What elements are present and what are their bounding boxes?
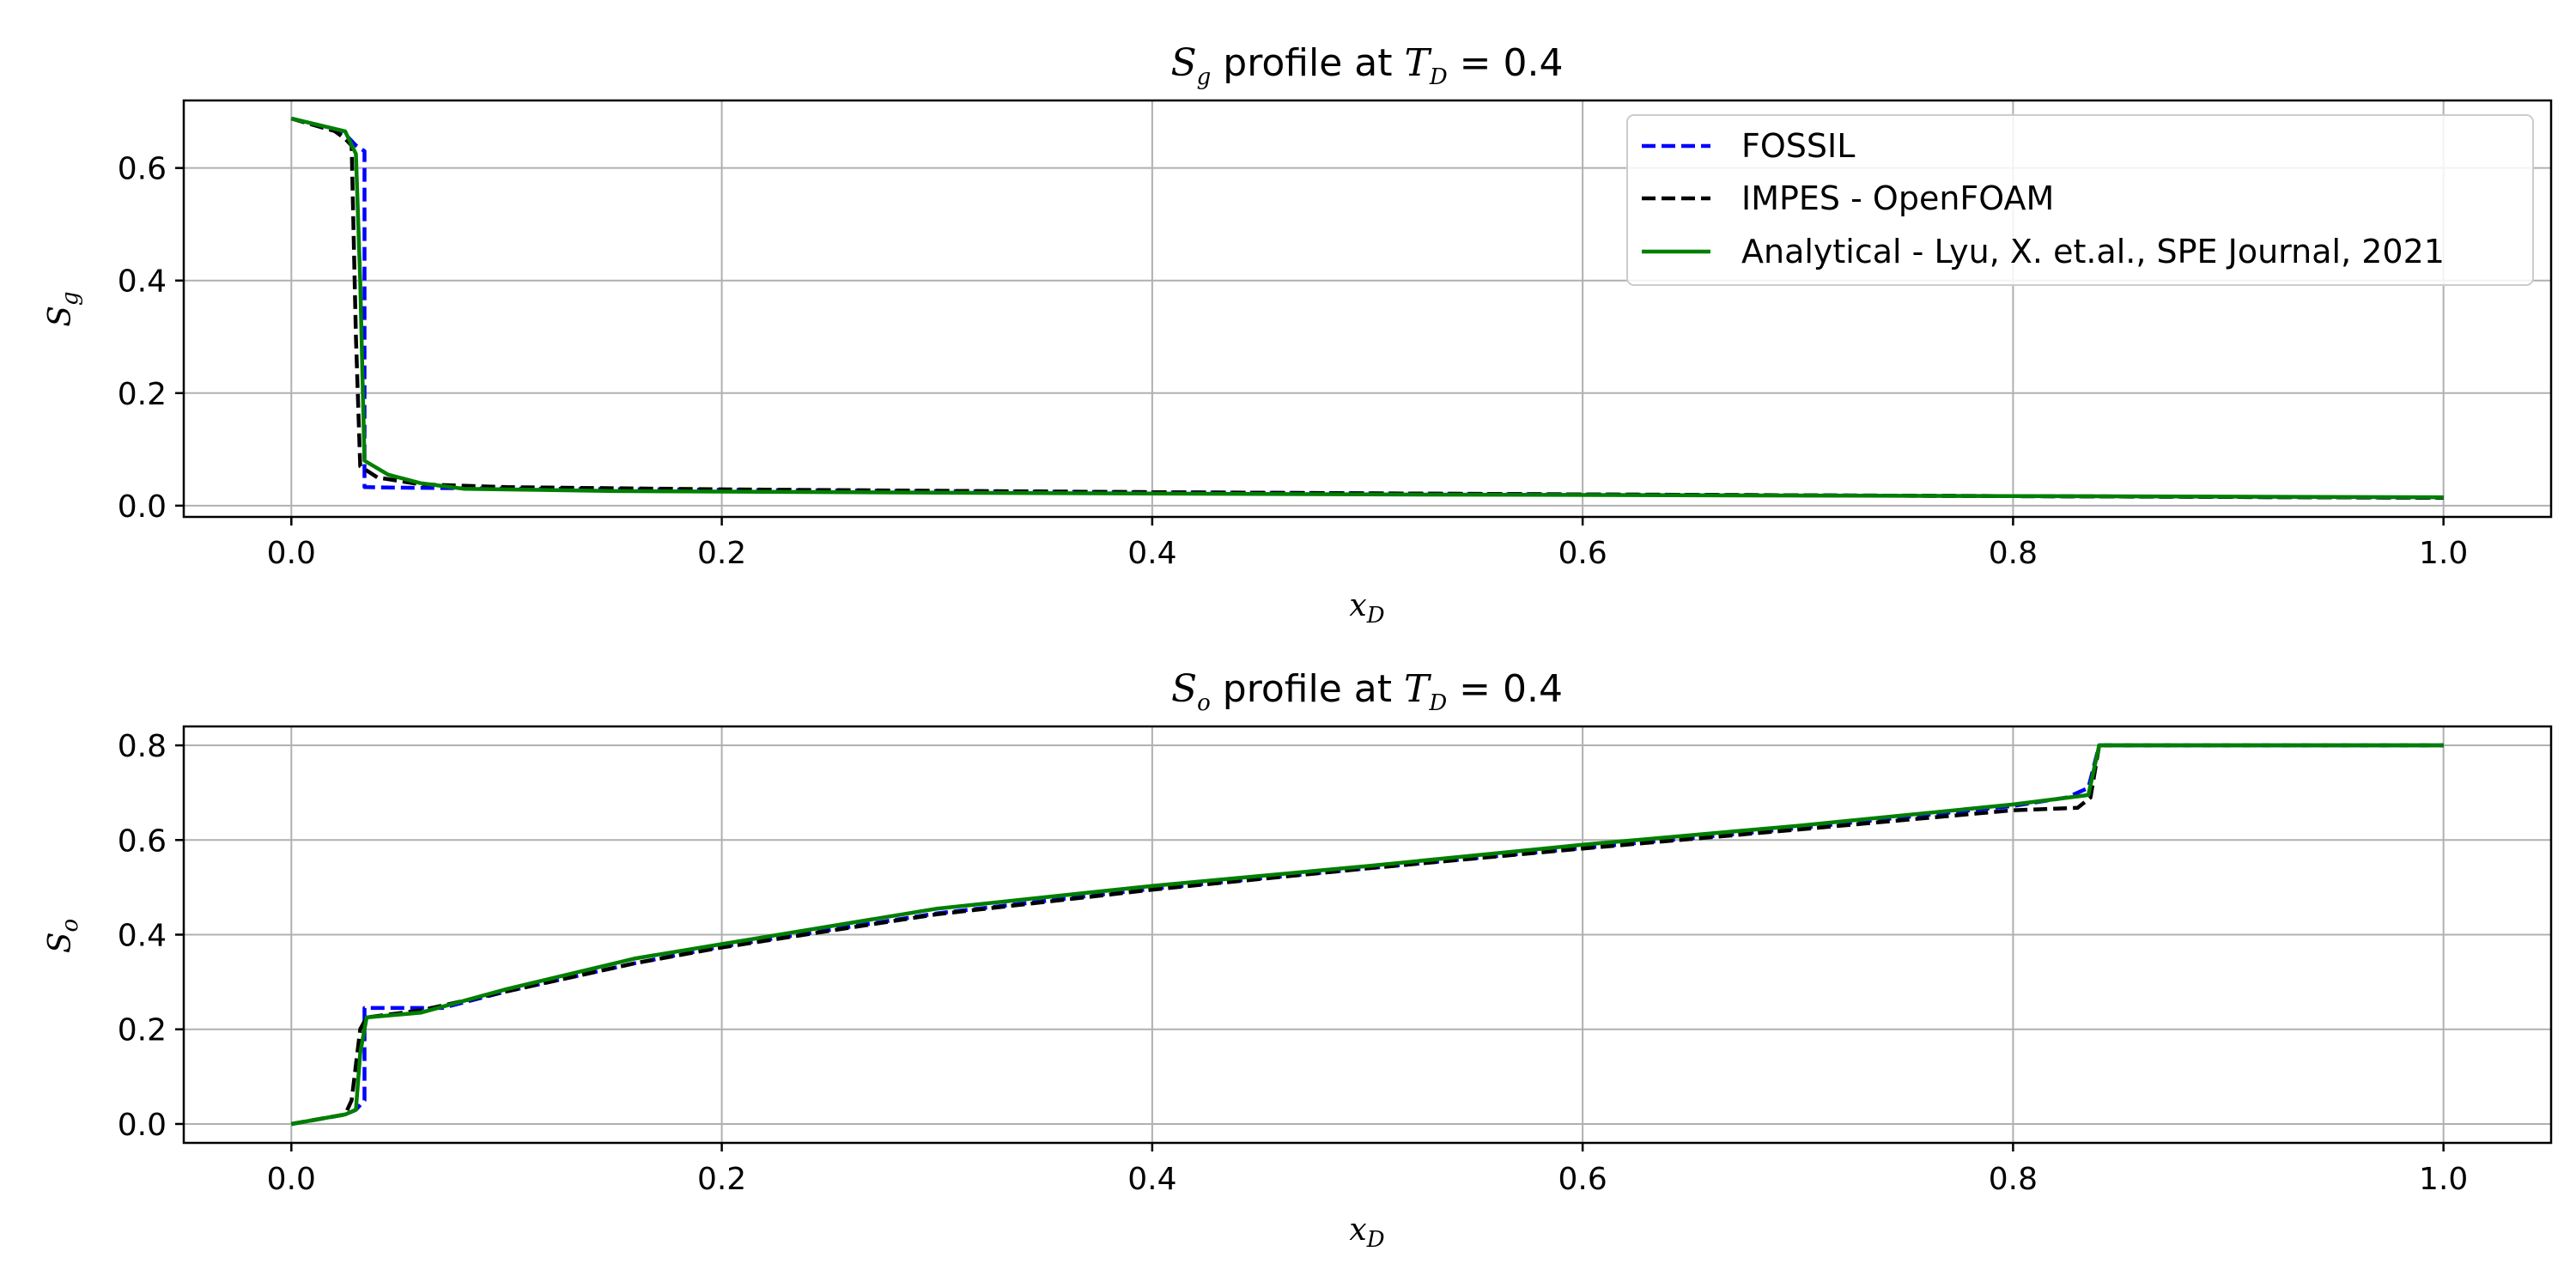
x-tick-label: 0.8 [1989, 536, 2038, 571]
chart-title: So profile at TD = 0.4 [1171, 667, 1563, 716]
y-axis-label: So [43, 919, 83, 953]
series-line-impes [290, 743, 2444, 1127]
x-tick-label: 0.4 [1127, 536, 1176, 571]
series-line-fossil [290, 743, 2444, 1127]
y-tick-label: 0.2 [118, 377, 167, 412]
series-line-analytical [290, 743, 2444, 1127]
chart-title: Sg profile at TD = 0.4 [1170, 41, 1563, 90]
series-line-analytical [290, 116, 2444, 500]
x-tick-label: 0.0 [267, 536, 316, 571]
y-tick-label: 0.6 [118, 152, 167, 187]
legend-label-fossil: FOSSIL [1741, 127, 1855, 165]
legend: FOSSIL IMPES - OpenFOAM Analytical - Lyu… [1626, 114, 2534, 286]
x-tick-label: 0.2 [697, 536, 746, 571]
x-tick-label: 1.0 [2419, 536, 2468, 571]
x-tick-label: 0.6 [1558, 536, 1607, 571]
plot-frame [182, 99, 2553, 519]
x-axis-label: xD [1349, 588, 1384, 629]
x-tick-label: 0.4 [1127, 1162, 1176, 1197]
y-tick-label: 0.0 [118, 489, 167, 525]
legend-label-analytical: Analytical - Lyu, X. et.al., SPE Journal… [1741, 233, 2445, 270]
x-axis-label: xD [1349, 1212, 1384, 1253]
y-axis-label: Sg [43, 291, 83, 326]
y-tick-label: 0.8 [118, 729, 167, 764]
y-tick-label: 0.0 [118, 1108, 167, 1143]
y-tick-label: 0.6 [118, 823, 167, 859]
y-tick-label: 0.2 [118, 1013, 167, 1048]
so-profile-panel: 0.0 0.2 0.4 0.6 0.8 1.0 0.0 0.2 0.4 0.6 0.8 So pr… [43, 667, 2553, 1253]
y-tick-label: 0.4 [118, 919, 167, 954]
x-tick-label: 0.8 [1989, 1162, 2038, 1197]
legend-box [1626, 114, 2534, 286]
x-tick-label: 0.6 [1558, 1162, 1607, 1197]
sg-profile-panel: 0.0 0.2 0.4 0.6 0.8 1.0 0.0 0.2 0.4 0.6 Sg profi… [43, 41, 2553, 629]
y-tick-label: 0.4 [118, 264, 167, 300]
x-tick-label: 0.0 [267, 1162, 316, 1197]
x-tick-label: 1.0 [2419, 1162, 2468, 1197]
legend-label-impes: IMPES - OpenFOAM [1741, 179, 2054, 217]
x-tick-label: 0.2 [697, 1162, 746, 1197]
